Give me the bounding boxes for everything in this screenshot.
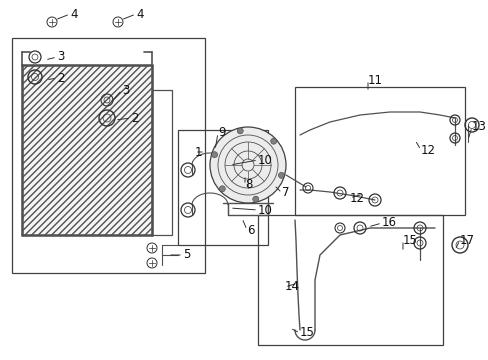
Text: 14: 14 [285,280,299,293]
Text: 6: 6 [246,224,254,237]
Text: 12: 12 [420,144,435,157]
Circle shape [252,196,258,202]
Bar [152,90,172,235]
Text: 2: 2 [131,112,138,125]
Text: 4: 4 [136,8,143,21]
Text: 5: 5 [183,248,190,261]
Circle shape [237,128,243,134]
Circle shape [278,172,284,178]
Text: 10: 10 [258,153,272,166]
Text: 13: 13 [471,121,486,134]
Text: 15: 15 [402,234,417,247]
Text: 15: 15 [299,327,314,339]
Circle shape [219,186,225,192]
Text: 1: 1 [195,145,202,158]
Text: 16: 16 [381,216,396,230]
Circle shape [270,138,276,144]
Bar [178,130,267,245]
Text: 9: 9 [218,126,225,139]
Text: 12: 12 [349,192,364,204]
Text: 8: 8 [244,179,252,192]
Text: 17: 17 [459,234,474,247]
Text: 3: 3 [57,50,64,63]
Text: 3: 3 [122,84,129,96]
Circle shape [211,152,217,158]
Bar [12,38,204,273]
Text: 11: 11 [367,73,382,86]
Text: 4: 4 [70,8,77,21]
Bar [258,215,442,345]
Bar [22,65,152,235]
Text: 10: 10 [258,203,272,216]
Text: 2: 2 [57,72,64,85]
Text: 7: 7 [282,186,289,199]
Circle shape [209,127,285,203]
Bar [294,87,464,215]
